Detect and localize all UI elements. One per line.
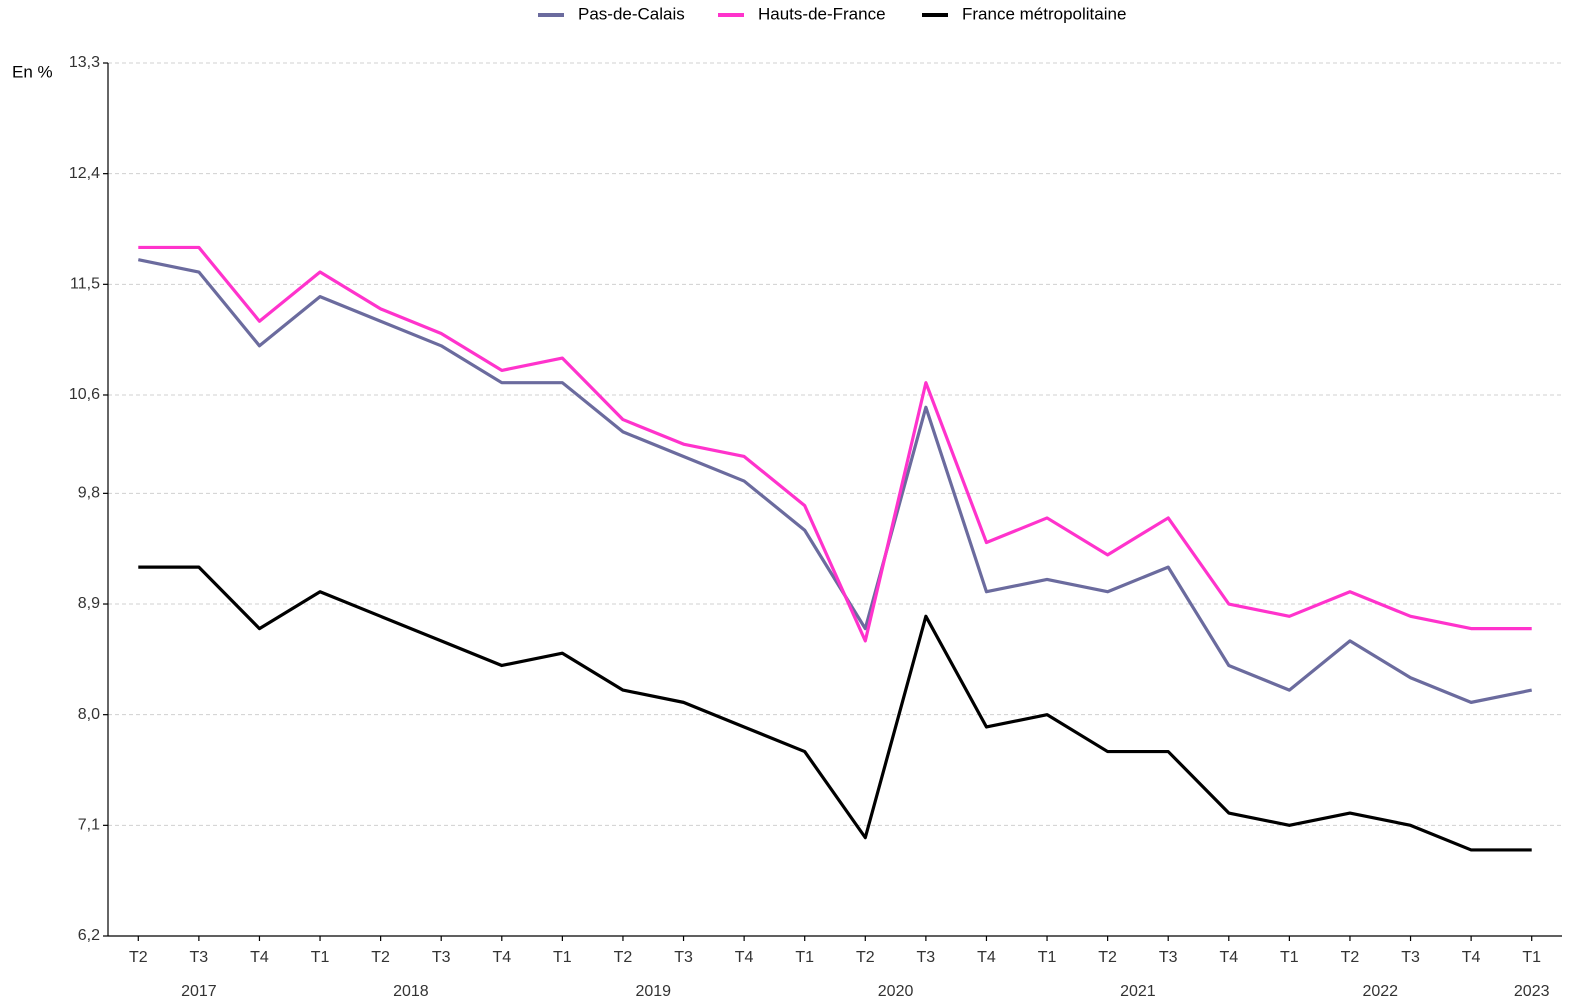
x-tick-label: T1 bbox=[1522, 949, 1541, 966]
year-label: 2023 bbox=[1514, 983, 1550, 1000]
year-label: 2018 bbox=[393, 983, 429, 1000]
series-line bbox=[138, 245, 1532, 643]
x-tick-label: T2 bbox=[371, 949, 390, 966]
x-tick-label: T2 bbox=[129, 949, 148, 966]
legend-label: Pas-de-Calais bbox=[578, 4, 685, 23]
x-tick-label: T1 bbox=[311, 949, 330, 966]
y-tick-label: 8,9 bbox=[78, 595, 100, 612]
x-tick-label: T3 bbox=[917, 949, 936, 966]
x-tick-label: T1 bbox=[1038, 949, 1057, 966]
x-tick-label: T1 bbox=[553, 949, 572, 966]
year-label: 2020 bbox=[878, 983, 914, 1000]
y-tick-label: 7,1 bbox=[78, 817, 100, 834]
x-tick-label: T3 bbox=[1159, 949, 1178, 966]
series-line bbox=[138, 565, 1532, 852]
x-tick-label: T2 bbox=[856, 949, 875, 966]
x-tick-label: T4 bbox=[977, 949, 996, 966]
y-tick-label: 9,8 bbox=[78, 485, 100, 502]
year-label: 2019 bbox=[635, 983, 671, 1000]
x-tick-label: T2 bbox=[614, 949, 633, 966]
x-tick-label: T3 bbox=[1401, 949, 1420, 966]
y-tick-label: 10,6 bbox=[69, 386, 100, 403]
x-tick-label: T3 bbox=[190, 949, 209, 966]
y-tick-label: 12,4 bbox=[69, 165, 100, 182]
y-tick-label: 8,0 bbox=[78, 706, 100, 723]
x-tick-label: T2 bbox=[1098, 949, 1117, 966]
x-tick-label: T1 bbox=[1280, 949, 1299, 966]
x-tick-label: T3 bbox=[432, 949, 451, 966]
x-tick-label: T4 bbox=[250, 949, 269, 966]
y-tick-label: 6,2 bbox=[78, 927, 100, 944]
y-axis-title: En % bbox=[12, 62, 53, 81]
x-tick-label: T4 bbox=[1219, 949, 1238, 966]
year-label: 2021 bbox=[1120, 983, 1156, 1000]
legend-label: France métropolitaine bbox=[962, 4, 1126, 23]
x-tick-label: T3 bbox=[674, 949, 693, 966]
year-label: 2022 bbox=[1362, 983, 1398, 1000]
x-tick-label: T2 bbox=[1341, 949, 1360, 966]
x-tick-label: T4 bbox=[492, 949, 511, 966]
y-tick-label: 13,3 bbox=[69, 54, 100, 71]
legend-label: Hauts-de-France bbox=[758, 4, 886, 23]
year-label: 2017 bbox=[181, 983, 217, 1000]
x-tick-label: T4 bbox=[735, 949, 754, 966]
y-tick-label: 11,5 bbox=[70, 276, 100, 293]
x-tick-label: T4 bbox=[1462, 949, 1481, 966]
x-tick-label: T1 bbox=[795, 949, 814, 966]
series-line bbox=[137, 258, 1533, 704]
